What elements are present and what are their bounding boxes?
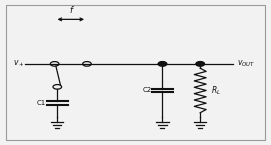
Circle shape <box>158 62 167 66</box>
Text: $R_L$: $R_L$ <box>211 84 221 97</box>
Text: $v_+$: $v_+$ <box>13 59 24 69</box>
FancyBboxPatch shape <box>6 5 265 140</box>
Text: $v_{OUT}$: $v_{OUT}$ <box>237 59 255 69</box>
Circle shape <box>196 62 205 66</box>
Text: f: f <box>69 6 72 15</box>
Text: C2: C2 <box>142 87 151 93</box>
Text: C1: C1 <box>37 100 46 106</box>
